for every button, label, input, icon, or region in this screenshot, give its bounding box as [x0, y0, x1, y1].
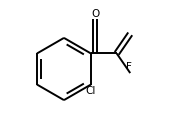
Text: F: F — [126, 62, 132, 72]
Text: Cl: Cl — [86, 86, 96, 96]
Text: O: O — [91, 9, 99, 18]
